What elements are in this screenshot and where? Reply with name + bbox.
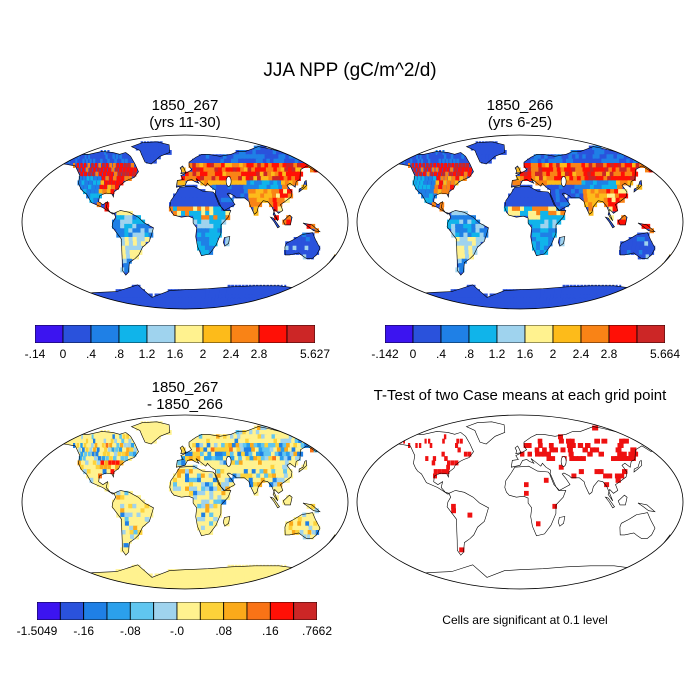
colorbar-tick-label: .16 xyxy=(261,624,279,638)
colorbar-tick-label: 5.664 xyxy=(649,347,681,361)
colorbar-tick-label: -.0 xyxy=(169,624,185,638)
colorbar-box-4 xyxy=(496,325,526,343)
map-ttest-significance xyxy=(356,414,684,590)
land-japan xyxy=(299,460,307,472)
colorbar-tick-label: .4 xyxy=(435,347,447,361)
colorbar-tick-label: -.14 xyxy=(24,347,46,361)
significance-note: Cells are significant at 0.1 level xyxy=(442,613,608,627)
colorbar-box-6 xyxy=(176,602,201,620)
colorbar-box-7 xyxy=(580,325,610,343)
colorbar-box-0 xyxy=(35,325,64,343)
colorbar-tick-label: 0 xyxy=(59,347,67,361)
colorbar-box-5 xyxy=(174,325,204,343)
colorbar-box-8 xyxy=(258,325,288,343)
map-border xyxy=(356,134,684,310)
colorbar-tick-label: 1.2 xyxy=(488,347,506,361)
map-npp-1850-266 xyxy=(356,134,684,310)
map-border xyxy=(21,134,349,310)
panel-title-1850-267: 1850_267 (yrs 11-30) xyxy=(20,97,350,131)
colorbar-tick-label: 2 xyxy=(549,347,557,361)
colorbar-box-4 xyxy=(146,325,176,343)
colorbar-tick-label: -.142 xyxy=(371,347,399,361)
colorbar-tick-label: -.16 xyxy=(73,624,94,638)
colorbar-box-5 xyxy=(524,325,554,343)
colorbar-box-2 xyxy=(440,325,470,343)
colorbar-tick-label: 2.8 xyxy=(250,347,268,361)
colorbar-tick-label: -1.5049 xyxy=(16,624,58,638)
colorbar-box-5 xyxy=(153,602,178,620)
colorbar-box-3 xyxy=(468,325,498,343)
colorbar-tick-label: .08 xyxy=(215,624,232,638)
land-japan xyxy=(299,180,307,192)
colorbar-box-11 xyxy=(293,602,317,620)
colorbar-box-1 xyxy=(412,325,442,343)
map-border xyxy=(356,414,684,590)
colorbar-tick-label: .4 xyxy=(85,347,97,361)
colorbar-box-7 xyxy=(230,325,260,343)
colorbar-tick-label: 2.8 xyxy=(600,347,618,361)
colorbar-tick-label: 0 xyxy=(409,347,417,361)
colorbar-box-2 xyxy=(90,325,120,343)
colorbar-box-6 xyxy=(552,325,582,343)
colorbar-tick-label: .8 xyxy=(113,347,125,361)
panel-title-line-1: 1850_267 xyxy=(151,97,219,114)
map-npp-1850-267 xyxy=(21,134,349,310)
grid-cells xyxy=(49,141,338,309)
colorbar-box-3 xyxy=(118,325,148,343)
panel-title-line-2: (yrs 11-30) xyxy=(149,114,221,131)
main-title: JJA NPP (gC/m^2/d) xyxy=(263,60,437,81)
colorbar-tick-label: 2.4 xyxy=(572,347,590,361)
colorbar-tick-label: 2.4 xyxy=(222,347,240,361)
colorbar-difference xyxy=(37,602,317,620)
grid-cells xyxy=(392,425,662,553)
panel-title-line-1: T-Test of two Case means at each grid po… xyxy=(373,387,667,404)
colorbar-box-1 xyxy=(59,602,84,620)
ocean xyxy=(357,415,683,589)
panel-title-1850-266: 1850_266 (yrs 6-25) xyxy=(355,97,685,131)
panel-title-ttest: T-Test of two Case means at each grid po… xyxy=(345,387,695,404)
panel-title-line-2: (yrs 6-25) xyxy=(487,114,553,131)
colorbar-tick-label: -.08 xyxy=(119,624,141,638)
colorbar-box-9 xyxy=(636,325,665,343)
colorbar-box-7 xyxy=(199,602,225,620)
land-japan xyxy=(634,180,642,192)
colorbar-tick-label: .7662 xyxy=(301,624,333,638)
colorbar-box-3 xyxy=(106,602,131,620)
coastlines xyxy=(382,141,675,309)
colorbar-tick-label: 5.627 xyxy=(299,347,331,361)
panel-title-difference: 1850_267 - 1850_266 xyxy=(20,379,350,413)
map-border xyxy=(21,414,349,590)
colorbar-box-10 xyxy=(269,602,295,620)
colorbar-box-9 xyxy=(246,602,271,620)
colorbar-npp-1850-266 xyxy=(385,325,665,343)
panel-title-line-2: - 1850_266 xyxy=(147,396,223,413)
colorbar-tick-label: 2 xyxy=(199,347,207,361)
colorbar-tick-label: 1.6 xyxy=(516,347,534,361)
colorbar-box-8 xyxy=(223,602,248,620)
colorbar-box-4 xyxy=(129,602,155,620)
colorbar-box-2 xyxy=(83,602,108,620)
colorbar-box-0 xyxy=(37,602,61,620)
colorbar-box-6 xyxy=(202,325,232,343)
panel-title-line-1: 1850_267 xyxy=(151,379,219,396)
colorbar-tick-label: 1.6 xyxy=(166,347,184,361)
colorbar-npp-1850-267 xyxy=(35,325,315,343)
colorbar-tick-label: .8 xyxy=(463,347,475,361)
colorbar-box-0 xyxy=(385,325,414,343)
map-npp-difference xyxy=(21,414,349,590)
panel-title-line-1: 1850_266 xyxy=(486,97,554,114)
colorbar-box-1 xyxy=(62,325,92,343)
colorbar-tick-label: 1.2 xyxy=(138,347,156,361)
colorbar-box-8 xyxy=(608,325,638,343)
colorbar-box-9 xyxy=(286,325,315,343)
